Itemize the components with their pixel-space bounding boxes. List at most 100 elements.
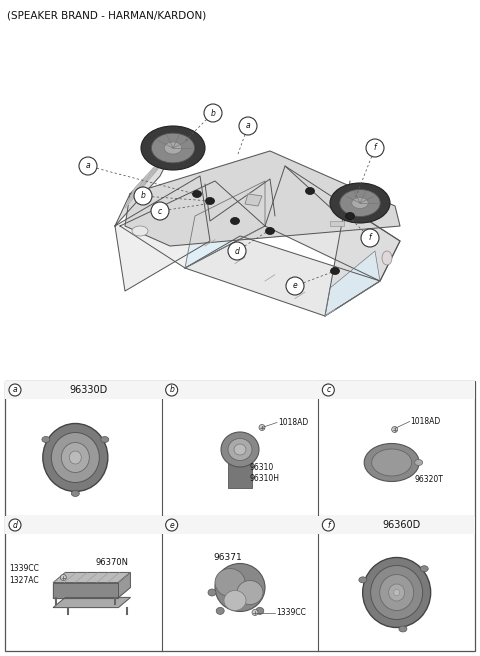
Text: f: f [374, 144, 376, 152]
Ellipse shape [363, 558, 431, 628]
Ellipse shape [51, 432, 99, 483]
Ellipse shape [42, 436, 50, 443]
Circle shape [323, 519, 335, 531]
Polygon shape [125, 148, 172, 208]
Text: e: e [293, 281, 298, 291]
Ellipse shape [346, 213, 355, 220]
Polygon shape [265, 166, 400, 281]
Ellipse shape [215, 564, 265, 611]
Ellipse shape [330, 183, 390, 223]
Text: f: f [369, 234, 372, 243]
Circle shape [134, 187, 152, 205]
Circle shape [239, 117, 257, 135]
Circle shape [392, 426, 397, 432]
Ellipse shape [216, 607, 224, 615]
Polygon shape [185, 236, 380, 316]
Text: c: c [158, 207, 162, 216]
Ellipse shape [399, 626, 407, 632]
Ellipse shape [364, 443, 419, 482]
Circle shape [361, 229, 379, 247]
Text: b: b [211, 108, 216, 117]
Circle shape [366, 139, 384, 157]
Ellipse shape [72, 491, 79, 497]
Circle shape [151, 202, 169, 220]
Ellipse shape [69, 451, 81, 464]
Ellipse shape [394, 589, 400, 596]
Ellipse shape [208, 589, 216, 596]
Ellipse shape [372, 449, 412, 476]
Text: e: e [169, 520, 174, 529]
Ellipse shape [389, 584, 405, 601]
Polygon shape [325, 251, 380, 316]
Polygon shape [53, 573, 131, 583]
Ellipse shape [192, 190, 202, 197]
Bar [330, 221, 344, 226]
Text: (SPEAKER BRAND - HARMAN/KARDON): (SPEAKER BRAND - HARMAN/KARDON) [7, 11, 206, 21]
Text: a: a [86, 161, 90, 171]
Ellipse shape [205, 197, 215, 205]
Bar [228, 457, 252, 487]
Ellipse shape [224, 590, 246, 611]
Polygon shape [185, 181, 265, 268]
Ellipse shape [340, 190, 380, 216]
Text: 1018AD: 1018AD [278, 418, 308, 427]
Circle shape [166, 384, 178, 396]
Circle shape [259, 424, 265, 430]
Ellipse shape [420, 565, 428, 572]
Ellipse shape [371, 565, 423, 619]
Circle shape [79, 157, 97, 175]
Circle shape [166, 519, 178, 531]
Ellipse shape [151, 133, 194, 163]
Circle shape [286, 277, 304, 295]
Text: 96320T: 96320T [415, 475, 444, 484]
Circle shape [228, 242, 246, 260]
Ellipse shape [352, 197, 368, 209]
Polygon shape [125, 151, 400, 246]
Polygon shape [119, 573, 131, 598]
Ellipse shape [265, 228, 275, 234]
Ellipse shape [415, 459, 423, 466]
Bar [5, 516, 162, 534]
Ellipse shape [215, 569, 245, 596]
Ellipse shape [132, 226, 148, 236]
Text: b: b [141, 192, 145, 201]
Ellipse shape [61, 443, 89, 472]
Text: 96330D: 96330D [69, 385, 108, 395]
Ellipse shape [359, 577, 367, 583]
Text: 1339CC
1327AC: 1339CC 1327AC [9, 564, 39, 584]
Bar [162, 381, 318, 399]
Ellipse shape [101, 436, 109, 443]
Text: c: c [326, 386, 330, 394]
Polygon shape [115, 176, 210, 291]
Polygon shape [115, 146, 175, 226]
Ellipse shape [164, 142, 182, 154]
Ellipse shape [43, 424, 108, 491]
Text: d: d [235, 247, 240, 255]
Circle shape [9, 384, 21, 396]
Circle shape [323, 384, 335, 396]
Text: 96310
96310H: 96310 96310H [250, 462, 280, 483]
Ellipse shape [380, 575, 414, 611]
Text: 1339CC: 1339CC [276, 608, 306, 617]
Text: f: f [327, 520, 330, 529]
Text: 96371: 96371 [214, 553, 242, 562]
Bar [5, 381, 162, 399]
Circle shape [252, 609, 258, 615]
Ellipse shape [228, 438, 252, 461]
Ellipse shape [230, 218, 240, 224]
Bar [5, 381, 475, 651]
Polygon shape [120, 181, 265, 268]
Ellipse shape [237, 581, 263, 604]
Text: a: a [12, 386, 17, 394]
Bar [162, 516, 318, 534]
Ellipse shape [382, 251, 392, 265]
Text: 96370N: 96370N [96, 558, 128, 567]
Circle shape [204, 104, 222, 122]
Ellipse shape [256, 607, 264, 615]
Polygon shape [53, 583, 119, 598]
Polygon shape [325, 206, 400, 316]
Text: a: a [246, 121, 250, 131]
Ellipse shape [305, 188, 314, 194]
Ellipse shape [141, 126, 205, 170]
Ellipse shape [331, 268, 339, 274]
